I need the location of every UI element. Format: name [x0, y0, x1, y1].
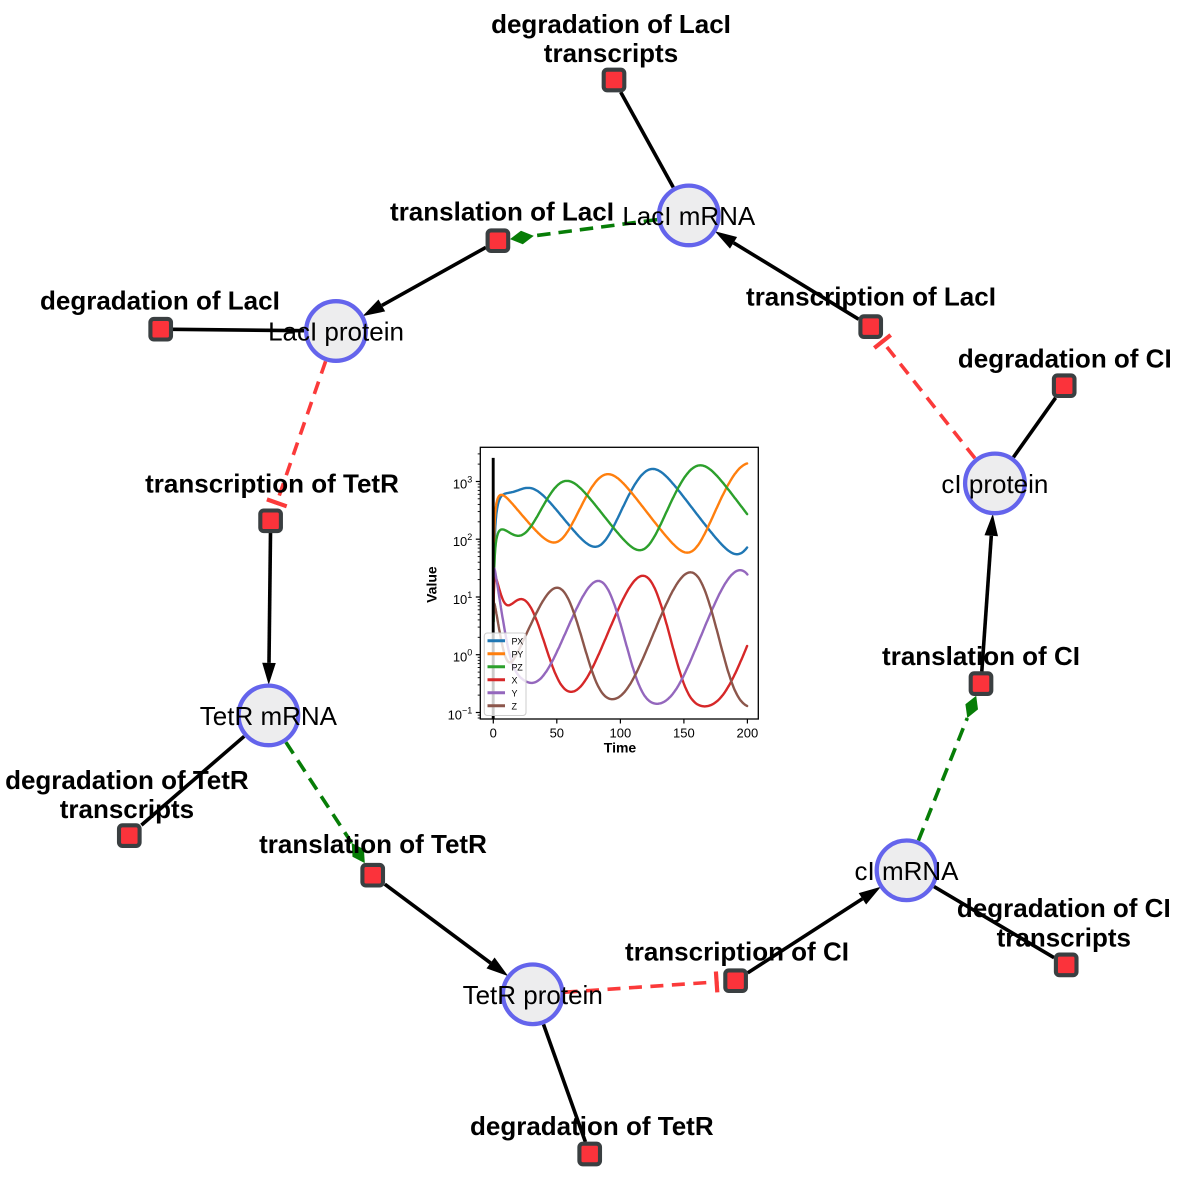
svg-text:cI mRNA: cI mRNA — [855, 856, 960, 886]
svg-text:Value: Value — [423, 566, 439, 603]
svg-text:degradation of TetR: degradation of TetR — [470, 1111, 714, 1141]
svg-text:translation of LacI: translation of LacI — [390, 196, 614, 226]
svg-text:LacI mRNA: LacI mRNA — [622, 201, 756, 231]
svg-text:PX: PX — [512, 636, 524, 646]
svg-text:degradation of CI: degradation of CI — [957, 893, 1171, 923]
svg-text:degradation of LacI: degradation of LacI — [40, 286, 280, 316]
svg-text:cI protein: cI protein — [941, 469, 1048, 499]
svg-text:200: 200 — [737, 725, 759, 740]
svg-text:0: 0 — [490, 725, 497, 740]
svg-text:TetR mRNA: TetR mRNA — [200, 701, 338, 731]
svg-text:translation of TetR: translation of TetR — [259, 829, 487, 859]
svg-text:100: 100 — [610, 725, 632, 740]
svg-text:transcripts: transcripts — [997, 923, 1131, 953]
svg-text:PZ: PZ — [512, 662, 524, 672]
svg-text:50: 50 — [550, 725, 564, 740]
svg-text:degradation of CI: degradation of CI — [958, 344, 1172, 374]
svg-text:transcripts: transcripts — [544, 38, 678, 68]
svg-text:PY: PY — [512, 649, 524, 659]
svg-text:TetR protein: TetR protein — [463, 980, 603, 1010]
svg-text:transcription of TetR: transcription of TetR — [145, 469, 399, 499]
svg-text:Time: Time — [604, 740, 637, 756]
svg-text:transcription of LacI: transcription of LacI — [746, 281, 996, 311]
svg-text:Y: Y — [512, 688, 518, 698]
svg-text:X: X — [512, 675, 518, 685]
svg-text:150: 150 — [673, 725, 695, 740]
svg-text:degradation of TetR: degradation of TetR — [5, 765, 249, 795]
svg-text:transcription of CI: transcription of CI — [625, 937, 849, 967]
svg-text:Z: Z — [512, 701, 518, 711]
svg-text:LacI protein: LacI protein — [268, 317, 404, 347]
svg-text:translation of CI: translation of CI — [882, 641, 1080, 671]
svg-text:transcripts: transcripts — [60, 794, 194, 824]
svg-text:degradation of LacI: degradation of LacI — [491, 9, 731, 39]
